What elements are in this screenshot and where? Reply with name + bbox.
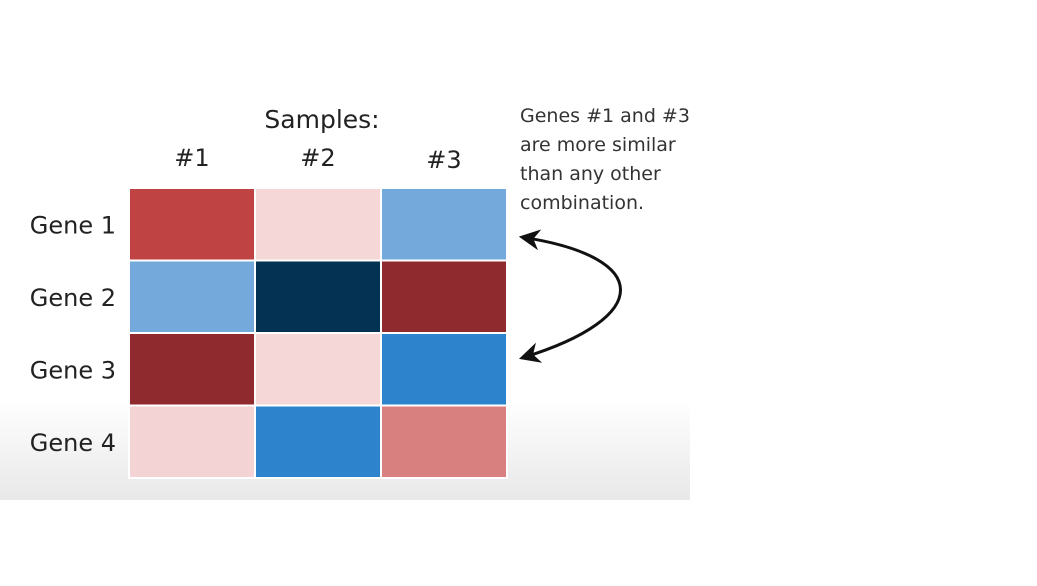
column-label-2: #2 (300, 144, 335, 172)
row-label-gene-1: Gene 1 (30, 211, 116, 239)
similarity-arrow (518, 229, 622, 363)
row-label-gene-2: Gene 2 (30, 284, 116, 312)
heatmap-cell-gene3-sample3 (380, 332, 508, 407)
column-label-1: #1 (174, 144, 209, 172)
row-labels: Gene 1 Gene 2 Gene 3 Gene 4 (30, 211, 116, 457)
annotation-line-4: combination. (520, 192, 644, 214)
heatmap-cell-gene2-sample2 (254, 259, 382, 334)
heatmap-cell-gene1-sample1 (128, 187, 256, 262)
heatmap-cell-gene3-sample2 (254, 332, 382, 407)
row-label-gene-3: Gene 3 (30, 356, 116, 384)
chart-title: Samples: (264, 105, 379, 134)
heatmap-cell-gene1-sample3 (380, 187, 508, 262)
annotation-line-2: are more similar (520, 134, 676, 156)
heatmap-cell-gene2-sample1 (128, 259, 256, 334)
heatmap-cell-gene4-sample3 (380, 404, 508, 479)
heatmap-cell-gene2-sample3 (380, 259, 508, 334)
heatmap-cell-gene4-sample1 (128, 404, 256, 479)
column-label-3: #3 (426, 146, 461, 174)
heatmap-cell-gene3-sample1 (128, 332, 256, 407)
row-label-gene-4: Gene 4 (30, 429, 116, 457)
heatmap-cell-gene4-sample2 (254, 404, 382, 479)
heatmap-cells (128, 187, 508, 479)
annotation-line-3: than any other (520, 163, 661, 185)
annotation: Genes #1 and #3 are more similar than any … (520, 105, 690, 214)
annotation-line-1: Genes #1 and #3 (520, 105, 690, 127)
column-labels: #1 #2 #3 (174, 144, 461, 174)
heatmap-cell-gene1-sample2 (254, 187, 382, 262)
